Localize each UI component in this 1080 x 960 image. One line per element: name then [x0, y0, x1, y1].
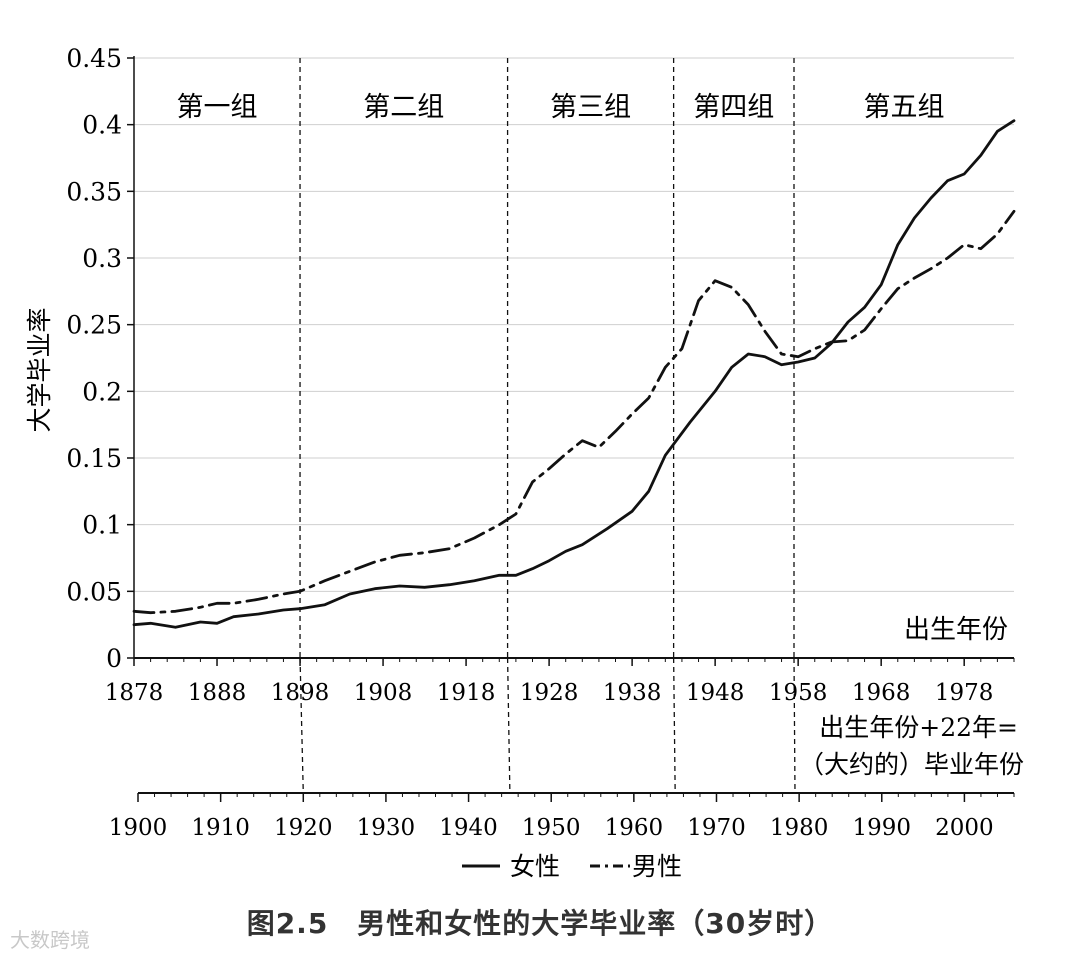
- x2-tick-label: 1900: [109, 815, 168, 841]
- x-tick-label: 1888: [188, 680, 247, 706]
- x-axis-title: 出生年份: [904, 615, 1008, 645]
- legend-label-male: 男性: [632, 852, 682, 881]
- x2-tick-label: 1910: [191, 815, 250, 841]
- x-tick-label: 1898: [271, 680, 330, 706]
- y-tick-label: 0.05: [66, 577, 122, 606]
- group-label: 第四组: [693, 92, 774, 123]
- legend-label-female: 女性: [510, 852, 560, 881]
- x2-tick-label: 1930: [357, 815, 416, 841]
- x2-tick-label: 1990: [853, 815, 912, 841]
- x2-tick-label: 1980: [770, 815, 829, 841]
- group-label: 第五组: [864, 92, 945, 123]
- axes: [127, 56, 1015, 802]
- y-axis-title: 大学毕业率: [25, 307, 54, 432]
- y-tick-label: 0.1: [82, 511, 122, 540]
- group-label: 第一组: [177, 92, 258, 123]
- y-tick-label: 0.3: [82, 244, 122, 273]
- series-lines: [132, 119, 1016, 629]
- legend: 女性 男性: [462, 852, 682, 881]
- series-line-male: [132, 209, 1016, 615]
- y-tick-label: 0.4: [82, 111, 122, 140]
- x-tick-label: 1968: [852, 680, 911, 706]
- x2-axis-title-line2: （大约的）毕业年份: [799, 750, 1024, 779]
- x-tick-label: 1928: [520, 680, 579, 706]
- watermark: 大数跨境: [10, 928, 90, 952]
- x-tick-label: 1938: [603, 680, 662, 706]
- x2-tick-label: 1950: [522, 815, 581, 841]
- x-tick-label: 1948: [686, 680, 745, 706]
- group-divider-link: [793, 657, 796, 794]
- x2-tick-label: 1920: [274, 815, 333, 841]
- chart-canvas: 0 0.05 0.1 0.15 0.2 0.25 0.3 0.35 0.4 0.45 1878 188…: [25, 44, 1024, 881]
- x-tick-label: 1978: [935, 680, 994, 706]
- x2-tick-label: 1940: [439, 815, 498, 841]
- x-tick-label: 1908: [354, 680, 413, 706]
- y-tick-label: 0.2: [82, 377, 122, 406]
- x-tick-label: 1878: [105, 680, 164, 706]
- gridlines: [134, 57, 1014, 592]
- y-tick-label: 0: [106, 644, 122, 673]
- group-divider-link: [299, 657, 304, 794]
- x2-tick-label: 1960: [605, 815, 664, 841]
- x2-axis-title-line1: 出生年份+22年=: [819, 713, 1018, 742]
- figure-caption: 图2.5 男性和女性的大学毕业率（30岁时）: [246, 907, 834, 940]
- x-tick-label: 1958: [769, 680, 828, 706]
- y-tick-label: 0.15: [66, 444, 122, 473]
- group-label: 第二组: [363, 92, 444, 123]
- y-tick-label: 0.25: [66, 311, 122, 340]
- group-divider-link: [506, 657, 511, 794]
- y-tick-label: 0.45: [66, 44, 122, 73]
- x-tick-label: 1918: [437, 680, 496, 706]
- axis-labels: 0 0.05 0.1 0.15 0.2 0.25 0.3 0.35 0.4 0.45 1878 188…: [25, 44, 1024, 841]
- group-divider-link: [672, 657, 676, 794]
- y-tick-label: 0.35: [66, 177, 122, 206]
- group-label: 第三组: [550, 92, 631, 123]
- x2-tick-label: 2000: [935, 815, 994, 841]
- series-line-female: [132, 119, 1016, 629]
- x2-tick-label: 1970: [687, 815, 746, 841]
